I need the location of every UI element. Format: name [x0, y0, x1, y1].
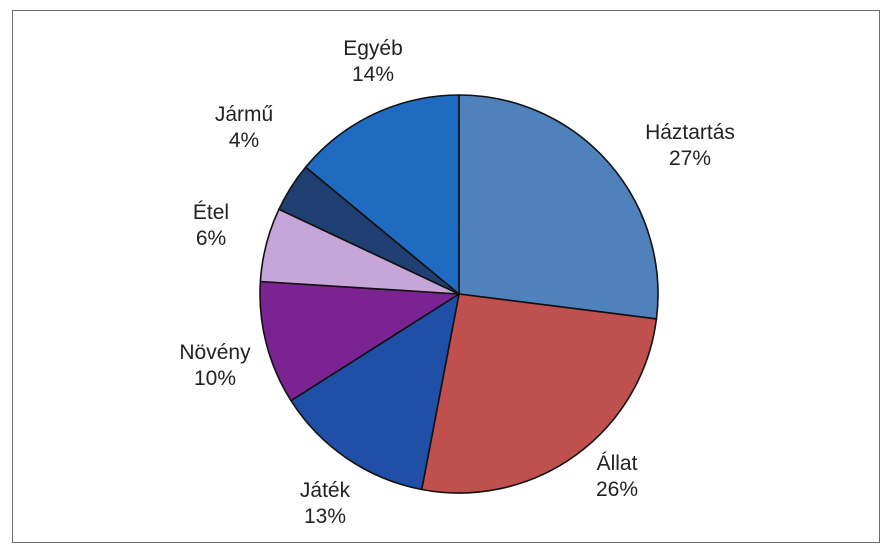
- slice-percent: 6%: [196, 227, 226, 250]
- slice-name: Növény: [179, 341, 251, 364]
- slice-label-jarmu: Jármű 4%: [215, 103, 273, 152]
- slice-label-jatek: Játék 13%: [300, 479, 351, 528]
- slice-name: Háztartás: [645, 121, 735, 144]
- pie-labels: Háztartás 27% Állat 26% Játék 13% Növény 10% Éte…: [179, 37, 735, 528]
- slice-percent: 4%: [229, 129, 259, 152]
- slice-name: Állat: [597, 452, 638, 475]
- pie-slice-noveny: [259, 280, 460, 402]
- slice-name: Jármű: [215, 103, 273, 126]
- slice-percent: 27%: [669, 147, 711, 170]
- pie-slices: [259, 94, 659, 494]
- slice-label-haztartas: Háztartás 27%: [645, 121, 735, 170]
- slice-percent: 10%: [194, 367, 236, 390]
- slice-percent: 13%: [304, 505, 346, 528]
- pie-slice-jatek: [290, 293, 460, 491]
- pie-slice-egyeb: [304, 94, 460, 295]
- slice-percent: 26%: [596, 478, 638, 501]
- slice-name: Egyéb: [343, 37, 403, 60]
- pie-slice-haztartas: [458, 94, 659, 320]
- slice-name: Játék: [300, 479, 351, 502]
- slice-label-egyeb: Egyéb 14%: [343, 37, 403, 86]
- slice-label-etel: Étel 6%: [193, 201, 229, 250]
- slice-percent: 14%: [352, 63, 394, 86]
- slice-label-allat: Állat 26%: [596, 452, 638, 501]
- slice-name: Étel: [193, 201, 229, 224]
- slice-label-noveny: Növény 10%: [179, 341, 251, 390]
- pie-slice-allat: [420, 293, 658, 494]
